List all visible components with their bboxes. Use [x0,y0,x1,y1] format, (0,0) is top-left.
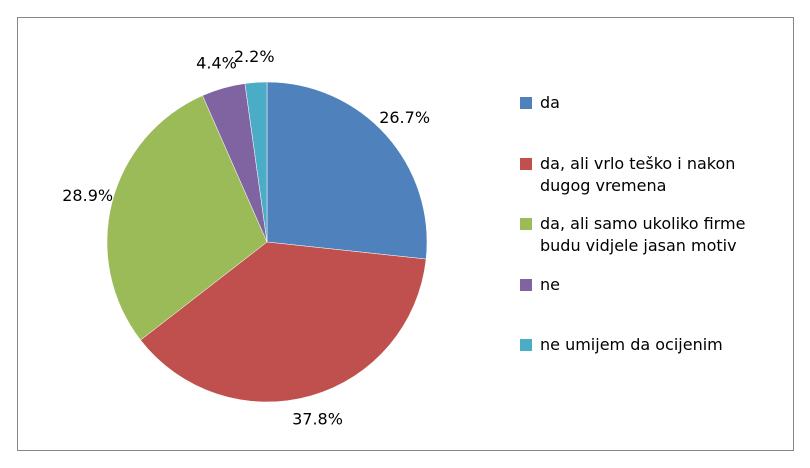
data-label: 28.9% [62,186,113,205]
legend-label: ne [540,274,560,294]
legend-label: da, ali vrlo teško i nakon dugog vremena [540,153,736,195]
legend-item: da, ali vrlo teško i nakon dugog vremena [520,153,760,197]
legend-swatch [520,97,532,109]
legend-label: da [540,93,560,112]
legend-swatch [520,218,532,230]
data-label: 4.4% [196,54,237,73]
legend-swatch [520,278,532,291]
legend-item: da [520,92,760,114]
legend-swatch [520,339,532,351]
legend-item: ne [520,274,760,296]
pie-slice [106,95,268,341]
pie-slice [140,241,427,403]
legend-item: ne umijem da ocijenim [520,334,760,356]
pie-slice [266,81,428,260]
data-label: 2.2% [234,47,275,66]
chart-frame [17,17,794,451]
legend-swatch [520,157,532,170]
pie-slice [244,81,268,243]
data-label: 26.7% [379,108,430,127]
data-label: 37.8% [292,409,343,428]
legend-label: da, ali samo ukoliko firme budu vidjele … [540,214,746,255]
legend-label: ne umijem da ocijenim [540,335,723,354]
legend-item: da, ali samo ukoliko firme budu vidjele … [520,213,760,257]
